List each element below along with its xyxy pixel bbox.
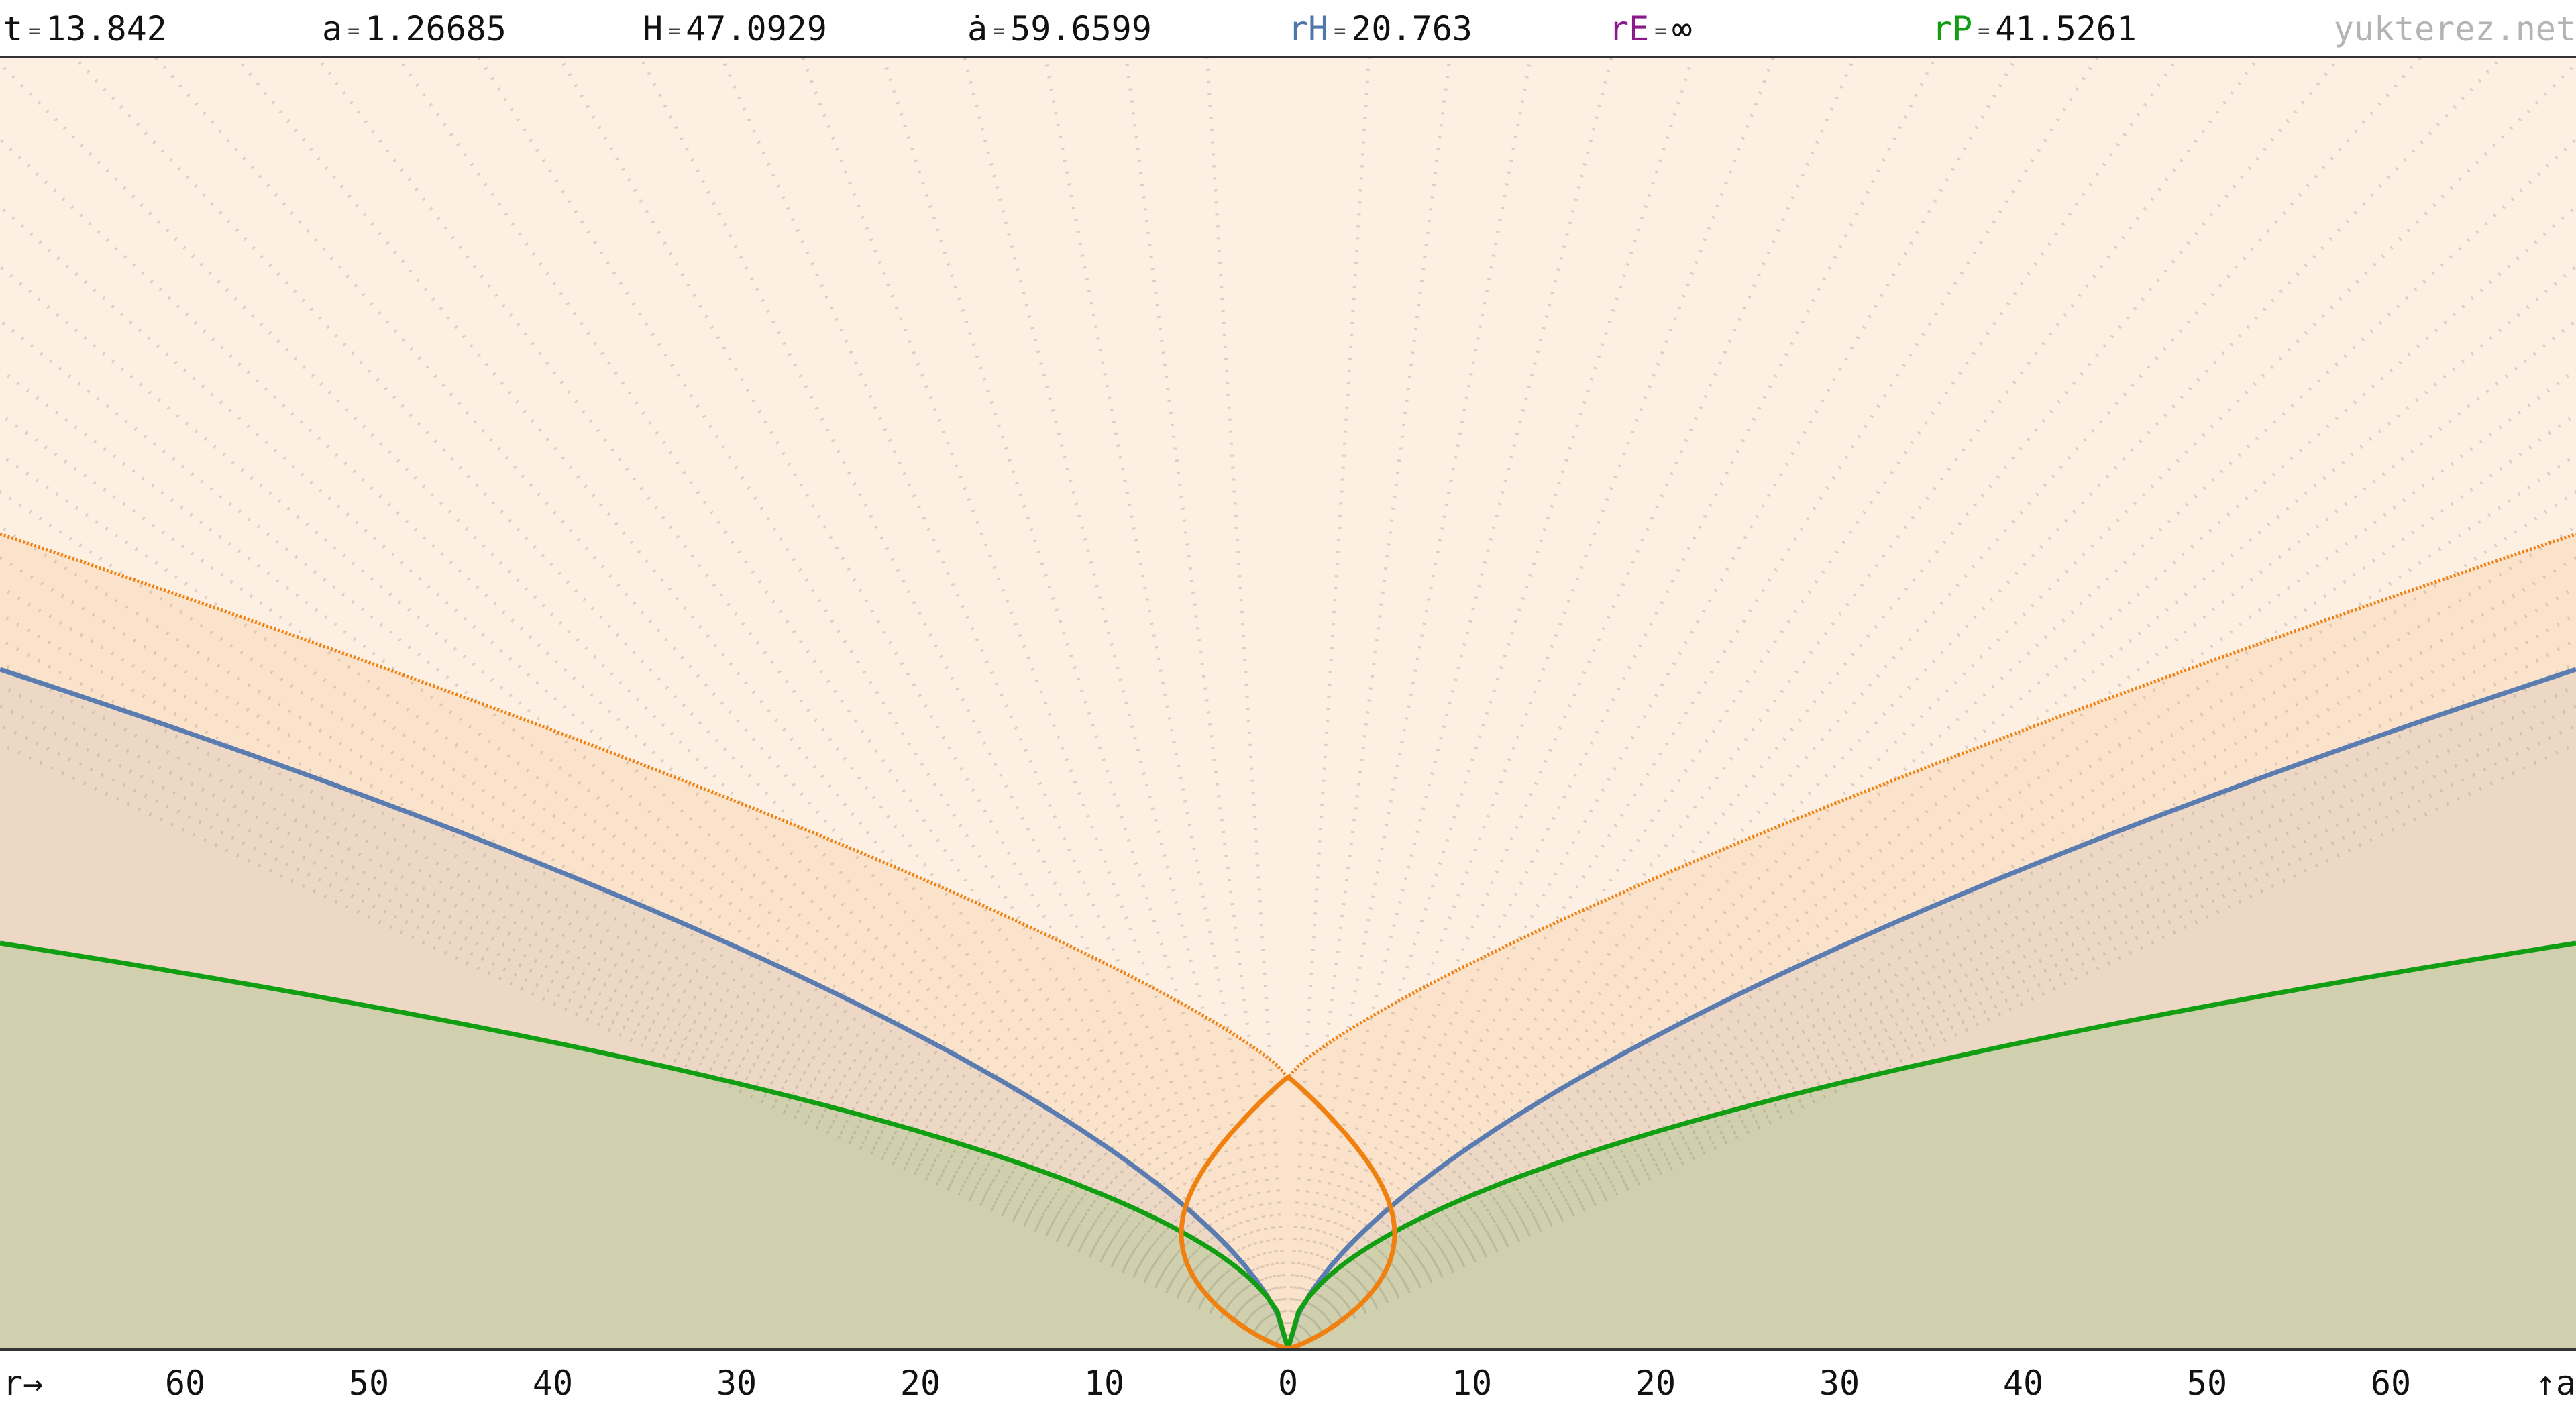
light-cone-curve bbox=[0, 532, 2576, 1080]
a-axis-label: ↑a bbox=[2535, 1364, 2576, 1403]
spacetime-diagram bbox=[0, 58, 2576, 1348]
r-axis-tick: 10 bbox=[1451, 1364, 1493, 1403]
readout-a: a = 1.26685 bbox=[322, 7, 506, 54]
readout-rP-value: 41.5261 bbox=[1995, 9, 2137, 48]
readout-t-label: t bbox=[3, 9, 23, 48]
readout-H: H = 47.0929 bbox=[643, 7, 827, 54]
readout-bar: t = 13.842 a = 1.26685 H = 47.0929 ȧ = 59.6599 r… bbox=[0, 0, 2576, 58]
readout-rE-label: rE bbox=[1609, 9, 1650, 48]
readout-rP: rP = 41.5261 bbox=[1932, 7, 2137, 54]
comoving-worldline bbox=[0, 412, 1289, 1348]
comoving-worldline bbox=[154, 58, 1289, 1348]
equals-sign: = bbox=[1978, 19, 1990, 43]
comoving-worldline bbox=[963, 58, 1290, 1348]
readout-a-label: a bbox=[322, 9, 343, 48]
r-axis-tick: 30 bbox=[716, 1364, 757, 1403]
equals-sign: = bbox=[993, 19, 1006, 43]
r-axis: r→ ↑a 60 50 40 30 20 10 0 10 20 30 40 50 60 bbox=[0, 1348, 2576, 1406]
comoving-worldline bbox=[1286, 58, 1775, 1348]
comoving-worldline bbox=[0, 61, 1289, 1348]
r-axis-tick: 60 bbox=[164, 1364, 206, 1403]
readout-a-value: 1.26685 bbox=[365, 9, 506, 48]
r-axis-tick: 50 bbox=[348, 1364, 390, 1403]
r-axis-tick: 20 bbox=[1635, 1364, 1676, 1403]
comoving-worldline bbox=[1287, 58, 2422, 1348]
comoving-worldline bbox=[1286, 58, 1695, 1348]
readout-adot-value: 59.6599 bbox=[1010, 9, 1152, 48]
r-axis-label: r→ bbox=[3, 1364, 44, 1403]
watermark: yukterez.net bbox=[2333, 9, 2576, 48]
r-axis-tick: 60 bbox=[2370, 1364, 2412, 1403]
comoving-worldline bbox=[801, 58, 1290, 1348]
comoving-worldline bbox=[0, 137, 1289, 1348]
comoving-worldline bbox=[1286, 58, 1533, 1348]
equals-sign: = bbox=[668, 19, 681, 43]
comoving-worldlines bbox=[0, 58, 2576, 1348]
plot-background bbox=[0, 58, 2576, 1348]
comoving-worldline bbox=[1287, 137, 2576, 1348]
comoving-worldline bbox=[1287, 264, 2576, 1348]
r-axis-tick: 20 bbox=[900, 1364, 941, 1403]
readout-H-label: H bbox=[643, 9, 663, 48]
readout-t: t = 13.842 bbox=[3, 7, 167, 54]
particle-horizon-region bbox=[0, 943, 2576, 1348]
readout-H-value: 47.0929 bbox=[686, 9, 827, 48]
r-axis-tick: 50 bbox=[2186, 1364, 2228, 1403]
equals-sign: = bbox=[1654, 19, 1667, 43]
readout-rH-value: 20.763 bbox=[1351, 9, 1472, 48]
comoving-worldline bbox=[1287, 412, 2576, 1348]
past-light-cone-curve bbox=[1179, 1074, 1397, 1348]
comoving-worldline bbox=[1043, 58, 1290, 1348]
equals-sign: = bbox=[1334, 19, 1346, 43]
comoving-worldline bbox=[1287, 61, 2576, 1348]
r-axis-tick: 40 bbox=[532, 1364, 574, 1403]
readout-rH-label: rH bbox=[1288, 9, 1329, 48]
readout-t-value: 13.842 bbox=[46, 9, 167, 48]
comoving-worldline bbox=[881, 58, 1290, 1348]
comoving-worldline bbox=[1287, 524, 2576, 1348]
r-axis-tick: 0 bbox=[1277, 1364, 1299, 1403]
light-cone-region bbox=[0, 534, 2576, 1348]
comoving-worldline bbox=[0, 524, 1289, 1348]
comoving-worldline bbox=[0, 555, 1289, 1348]
readout-rH: rH = 20.763 bbox=[1288, 7, 1472, 54]
readout-rE-value: ∞ bbox=[1672, 9, 1693, 48]
r-axis-tick: 40 bbox=[2002, 1364, 2044, 1403]
readout-adot: ȧ = 59.6599 bbox=[967, 7, 1152, 54]
readout-rE: rE = ∞ bbox=[1609, 7, 1692, 54]
hubble-sphere-curve bbox=[0, 667, 2576, 1348]
comoving-worldline bbox=[0, 264, 1289, 1348]
equals-sign: = bbox=[347, 19, 360, 43]
equals-sign: = bbox=[28, 19, 41, 43]
comoving-worldline bbox=[478, 58, 1290, 1348]
readout-adot-label: ȧ bbox=[967, 9, 988, 48]
readout-rP-label: rP bbox=[1932, 9, 1973, 48]
particle-horizon-curve bbox=[0, 940, 2576, 1348]
comoving-worldline bbox=[1286, 58, 1613, 1348]
comoving-worldline bbox=[1286, 58, 2098, 1348]
r-axis-tick: 10 bbox=[1083, 1364, 1125, 1403]
comoving-worldline bbox=[1287, 555, 2576, 1348]
r-axis-tick: 30 bbox=[1819, 1364, 1860, 1403]
hubble-sphere-region bbox=[0, 669, 2576, 1348]
